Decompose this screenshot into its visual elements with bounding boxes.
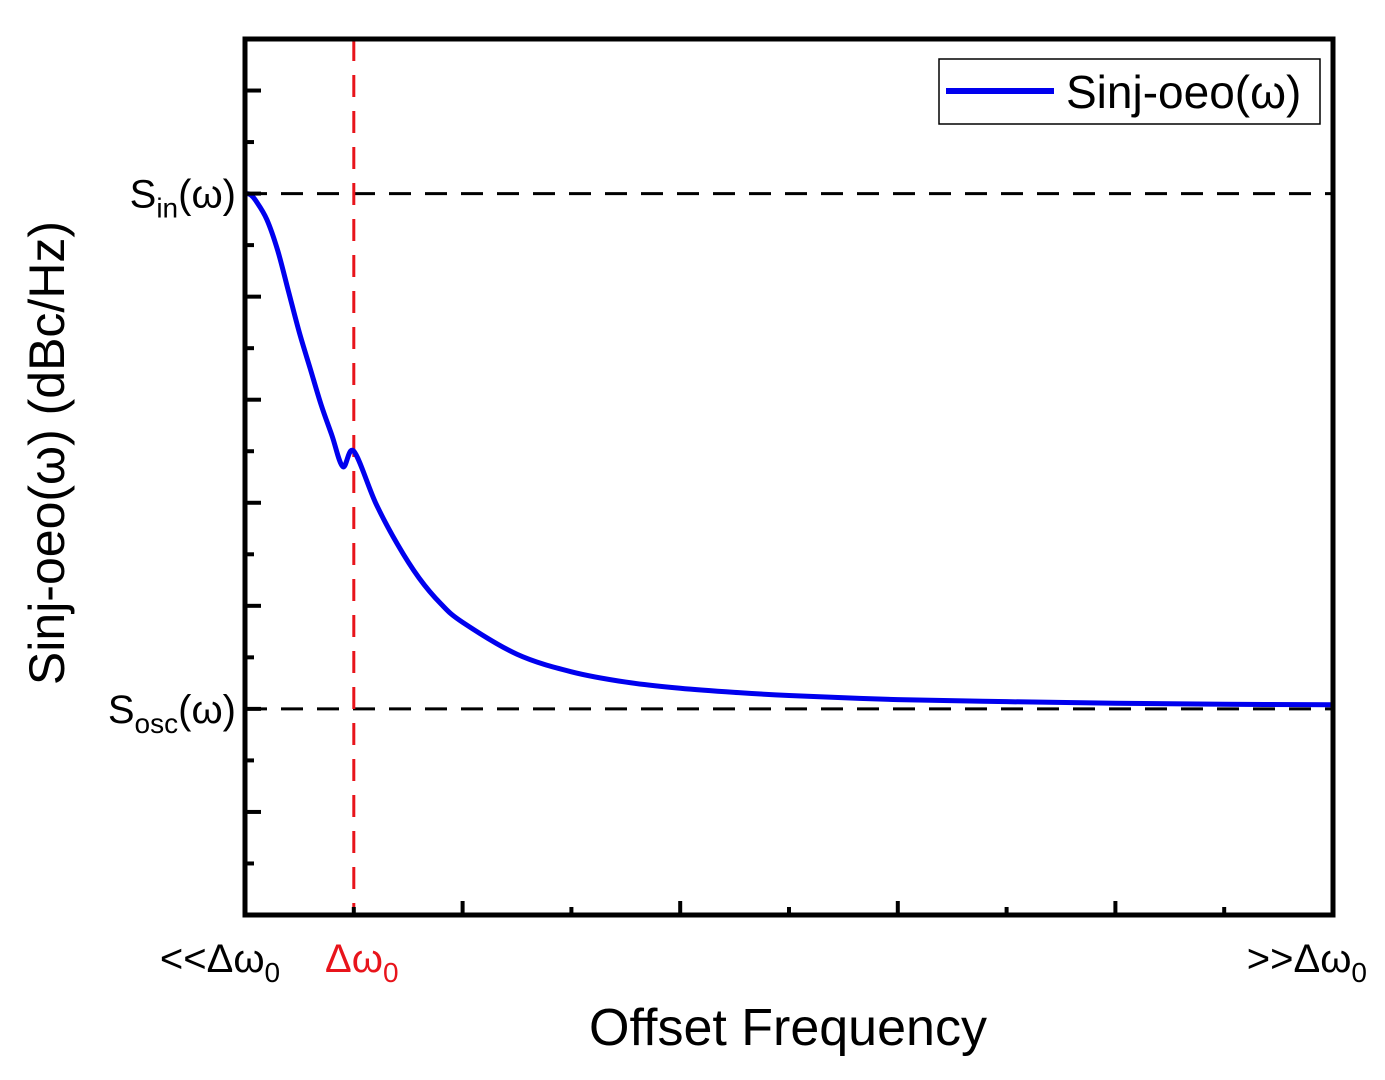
axis-ticks	[245, 37, 1227, 915]
plot-frame	[242, 36, 1336, 918]
legend: Sinj-oeo(ω)	[938, 58, 1321, 125]
series-line-0	[244, 191, 1334, 708]
y-ref-label-0: Sin(ω)	[130, 173, 236, 224]
x-tick-label-0: <<Δω0	[160, 937, 280, 988]
series-layer	[244, 191, 1334, 708]
y-axis-title: Sinj-oeo(ω) (dBc/Hz)	[19, 221, 75, 685]
legend-label: Sinj-oeo(ω)	[1066, 66, 1301, 118]
x-tick-label-1: Δω0	[325, 937, 399, 988]
tick-labels: <<Δω0 Δω0 >>Δω0 Sin(ω) Sosc(ω)	[108, 173, 1367, 988]
x-tick-label-2: >>Δω0	[1247, 937, 1367, 988]
y-ref-label-1: Sosc(ω)	[108, 688, 236, 739]
x-axis-title: Offset Frequency	[589, 999, 987, 1057]
reference-lines	[245, 39, 1333, 915]
